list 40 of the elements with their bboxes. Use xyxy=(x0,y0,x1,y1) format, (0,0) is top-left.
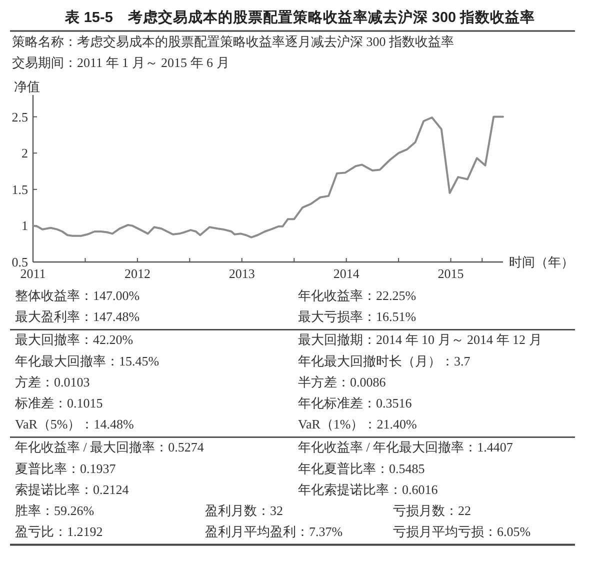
text: 年化索提诺比率：0.6016 xyxy=(298,482,438,497)
x-tick-label: 2014 xyxy=(333,266,360,281)
text: 胜率：59.26% xyxy=(15,503,94,518)
text: 整体收益率：147.00% xyxy=(15,288,140,303)
text: 方差：0.0103 xyxy=(15,374,90,390)
text: 夏普比率：0.1937 xyxy=(15,460,116,476)
text: 盈利月平均盈利：7.37% xyxy=(205,524,343,540)
x-tick-label: 2012 xyxy=(124,266,150,281)
x-tick-label: 2015 xyxy=(438,266,464,281)
text: 亏损月平均亏损：6.05% xyxy=(393,524,531,540)
text: 最大回撤期：2014 年 10 月～ 2014 年 12 月 xyxy=(298,332,542,348)
y-tick-label: 1.5 xyxy=(12,182,28,197)
x-tick-label: 2013 xyxy=(228,266,255,281)
text: VaR（5%）：14.48% xyxy=(15,416,134,432)
text: 标准差：0.1015 xyxy=(14,396,103,410)
line-series xyxy=(32,116,504,238)
text: 盈亏比：1.2192 xyxy=(15,524,103,540)
y-tick-label: 2 xyxy=(22,146,28,161)
text: 年化夏普比率：0.5485 xyxy=(298,460,425,476)
text: 年化收益率 / 年化最大回撤率：1.4407 xyxy=(298,440,514,455)
text: 年化标准差：0.3516 xyxy=(298,396,412,410)
y-tick-label: 1 xyxy=(22,218,28,234)
text: 亏损月数：22 xyxy=(393,503,471,518)
text: 年化收益率 / 最大回撤率：0.5274 xyxy=(15,440,204,455)
text: 索提诺比率：0.2124 xyxy=(15,482,130,497)
y-tick-label: 2.5 xyxy=(12,109,28,124)
text: 年化最大回撤率：15.45% xyxy=(15,353,160,368)
y-axis-title: 净值 xyxy=(14,79,40,94)
chart-subtitle: 策略名称：考虑交易成本的股票配置策略收益率逐月减去沪深 300 指数收益率 xyxy=(12,34,454,49)
text: 年化最大回撤时长（月）：3.7 xyxy=(298,353,471,368)
chart-title: 表 15-5 考虑交易成本的股票配置策略收益率减去沪深 300 指数收益率 xyxy=(64,8,536,26)
text: 最大盈利率：147.48% xyxy=(15,309,140,324)
text: 最大回撤率：42.20% xyxy=(15,332,134,348)
text: 最大亏损率：16.51% xyxy=(298,309,416,324)
text: 交易期间：2011 年 1 月～ 2015 年 6 月 xyxy=(12,55,230,70)
x-axis-title: 时间（年） xyxy=(509,254,574,270)
text: 半方差：0.0086 xyxy=(298,374,386,390)
text: 年化收益率：22.25% xyxy=(298,288,416,303)
text: VaR（1%）：21.40% xyxy=(298,416,417,432)
text: 盈利月数：32 xyxy=(205,503,283,518)
